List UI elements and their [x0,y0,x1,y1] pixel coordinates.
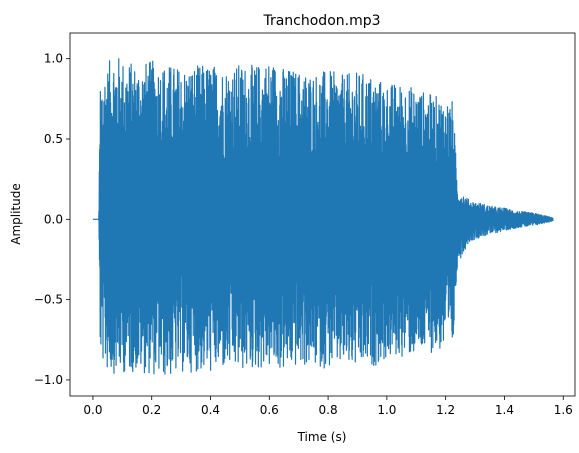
plot-area [93,59,553,374]
y-tick-label: 1.0 [44,52,63,66]
x-tick-label: 1.2 [436,403,455,417]
x-tick-label: 0.2 [142,403,161,417]
x-tick-label: 0.4 [201,403,220,417]
x-tick-label: 1.4 [495,403,514,417]
y-axis-label: Amplitude [9,183,23,245]
series-layer [93,59,553,374]
chart-title: Tranchodon.mp3 [262,13,380,29]
y-axis: −1.0 −0.5 0.0 0.5 1.0 [34,52,70,387]
y-tick-label: 0.5 [44,132,63,146]
x-tick-label: 0.8 [319,403,338,417]
x-tick-label: 1.6 [554,403,573,417]
x-tick-label: 0.0 [83,403,102,417]
y-tick-label: 0.0 [44,212,63,226]
x-tick-label: 1.0 [377,403,396,417]
x-tick-label: 0.6 [260,403,279,417]
waveform-series-line [93,59,553,374]
y-tick-label: −0.5 [34,293,63,307]
y-tick-label: −1.0 [34,373,63,387]
x-axis-label: Time (s) [297,430,347,444]
x-axis: 0.0 0.2 0.4 0.6 0.8 1.0 1.2 1.4 1.6 [83,396,572,417]
